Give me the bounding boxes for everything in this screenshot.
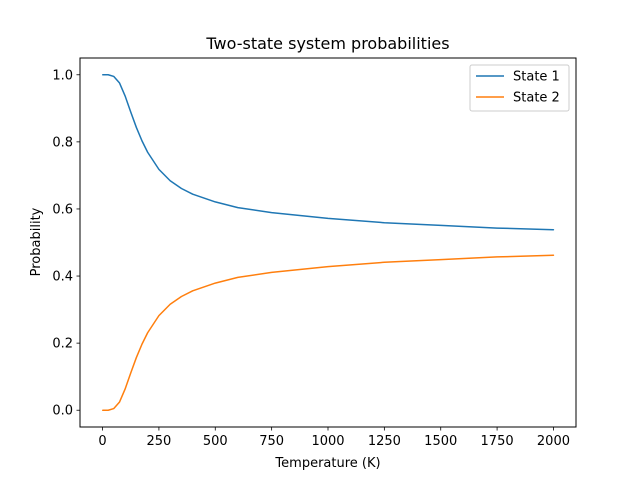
legend-label-2: State 2	[513, 91, 560, 106]
chart-title: Two-state system probabilities	[205, 34, 449, 53]
y-tick-label: 0.0	[52, 404, 73, 419]
x-axis-label: Temperature (K)	[274, 456, 380, 471]
x-tick-label: 750	[259, 434, 284, 449]
y-tick-label: 0.6	[52, 202, 73, 217]
y-axis-ticks: 0.0 0.2 0.4 0.6 0.8 1.0	[52, 68, 80, 419]
y-tick-label: 0.8	[52, 135, 73, 150]
x-tick-label: 500	[203, 434, 228, 449]
x-tick-label: 2000	[537, 434, 570, 449]
y-tick-label: 1.0	[52, 68, 73, 83]
y-tick-label: 0.2	[52, 337, 73, 352]
legend-label-1: State 1	[513, 70, 560, 85]
series-line-1	[102, 74, 555, 231]
y-axis-label: Probability	[29, 207, 44, 276]
series-line-2	[102, 254, 555, 411]
x-tick-label: 1000	[311, 434, 344, 449]
legend: State 1 State 2	[469, 64, 570, 112]
x-tick-label: 1500	[424, 434, 457, 449]
y-tick-label: 0.4	[52, 270, 73, 285]
x-tick-label: 1250	[368, 434, 401, 449]
x-axis-ticks: 0 250 500 750 1000 1250 1500 1750 2000	[98, 427, 570, 449]
x-tick-label: 1750	[481, 434, 514, 449]
x-tick-label: 0	[98, 434, 106, 449]
x-tick-label: 250	[146, 434, 171, 449]
plot-area	[102, 74, 555, 411]
